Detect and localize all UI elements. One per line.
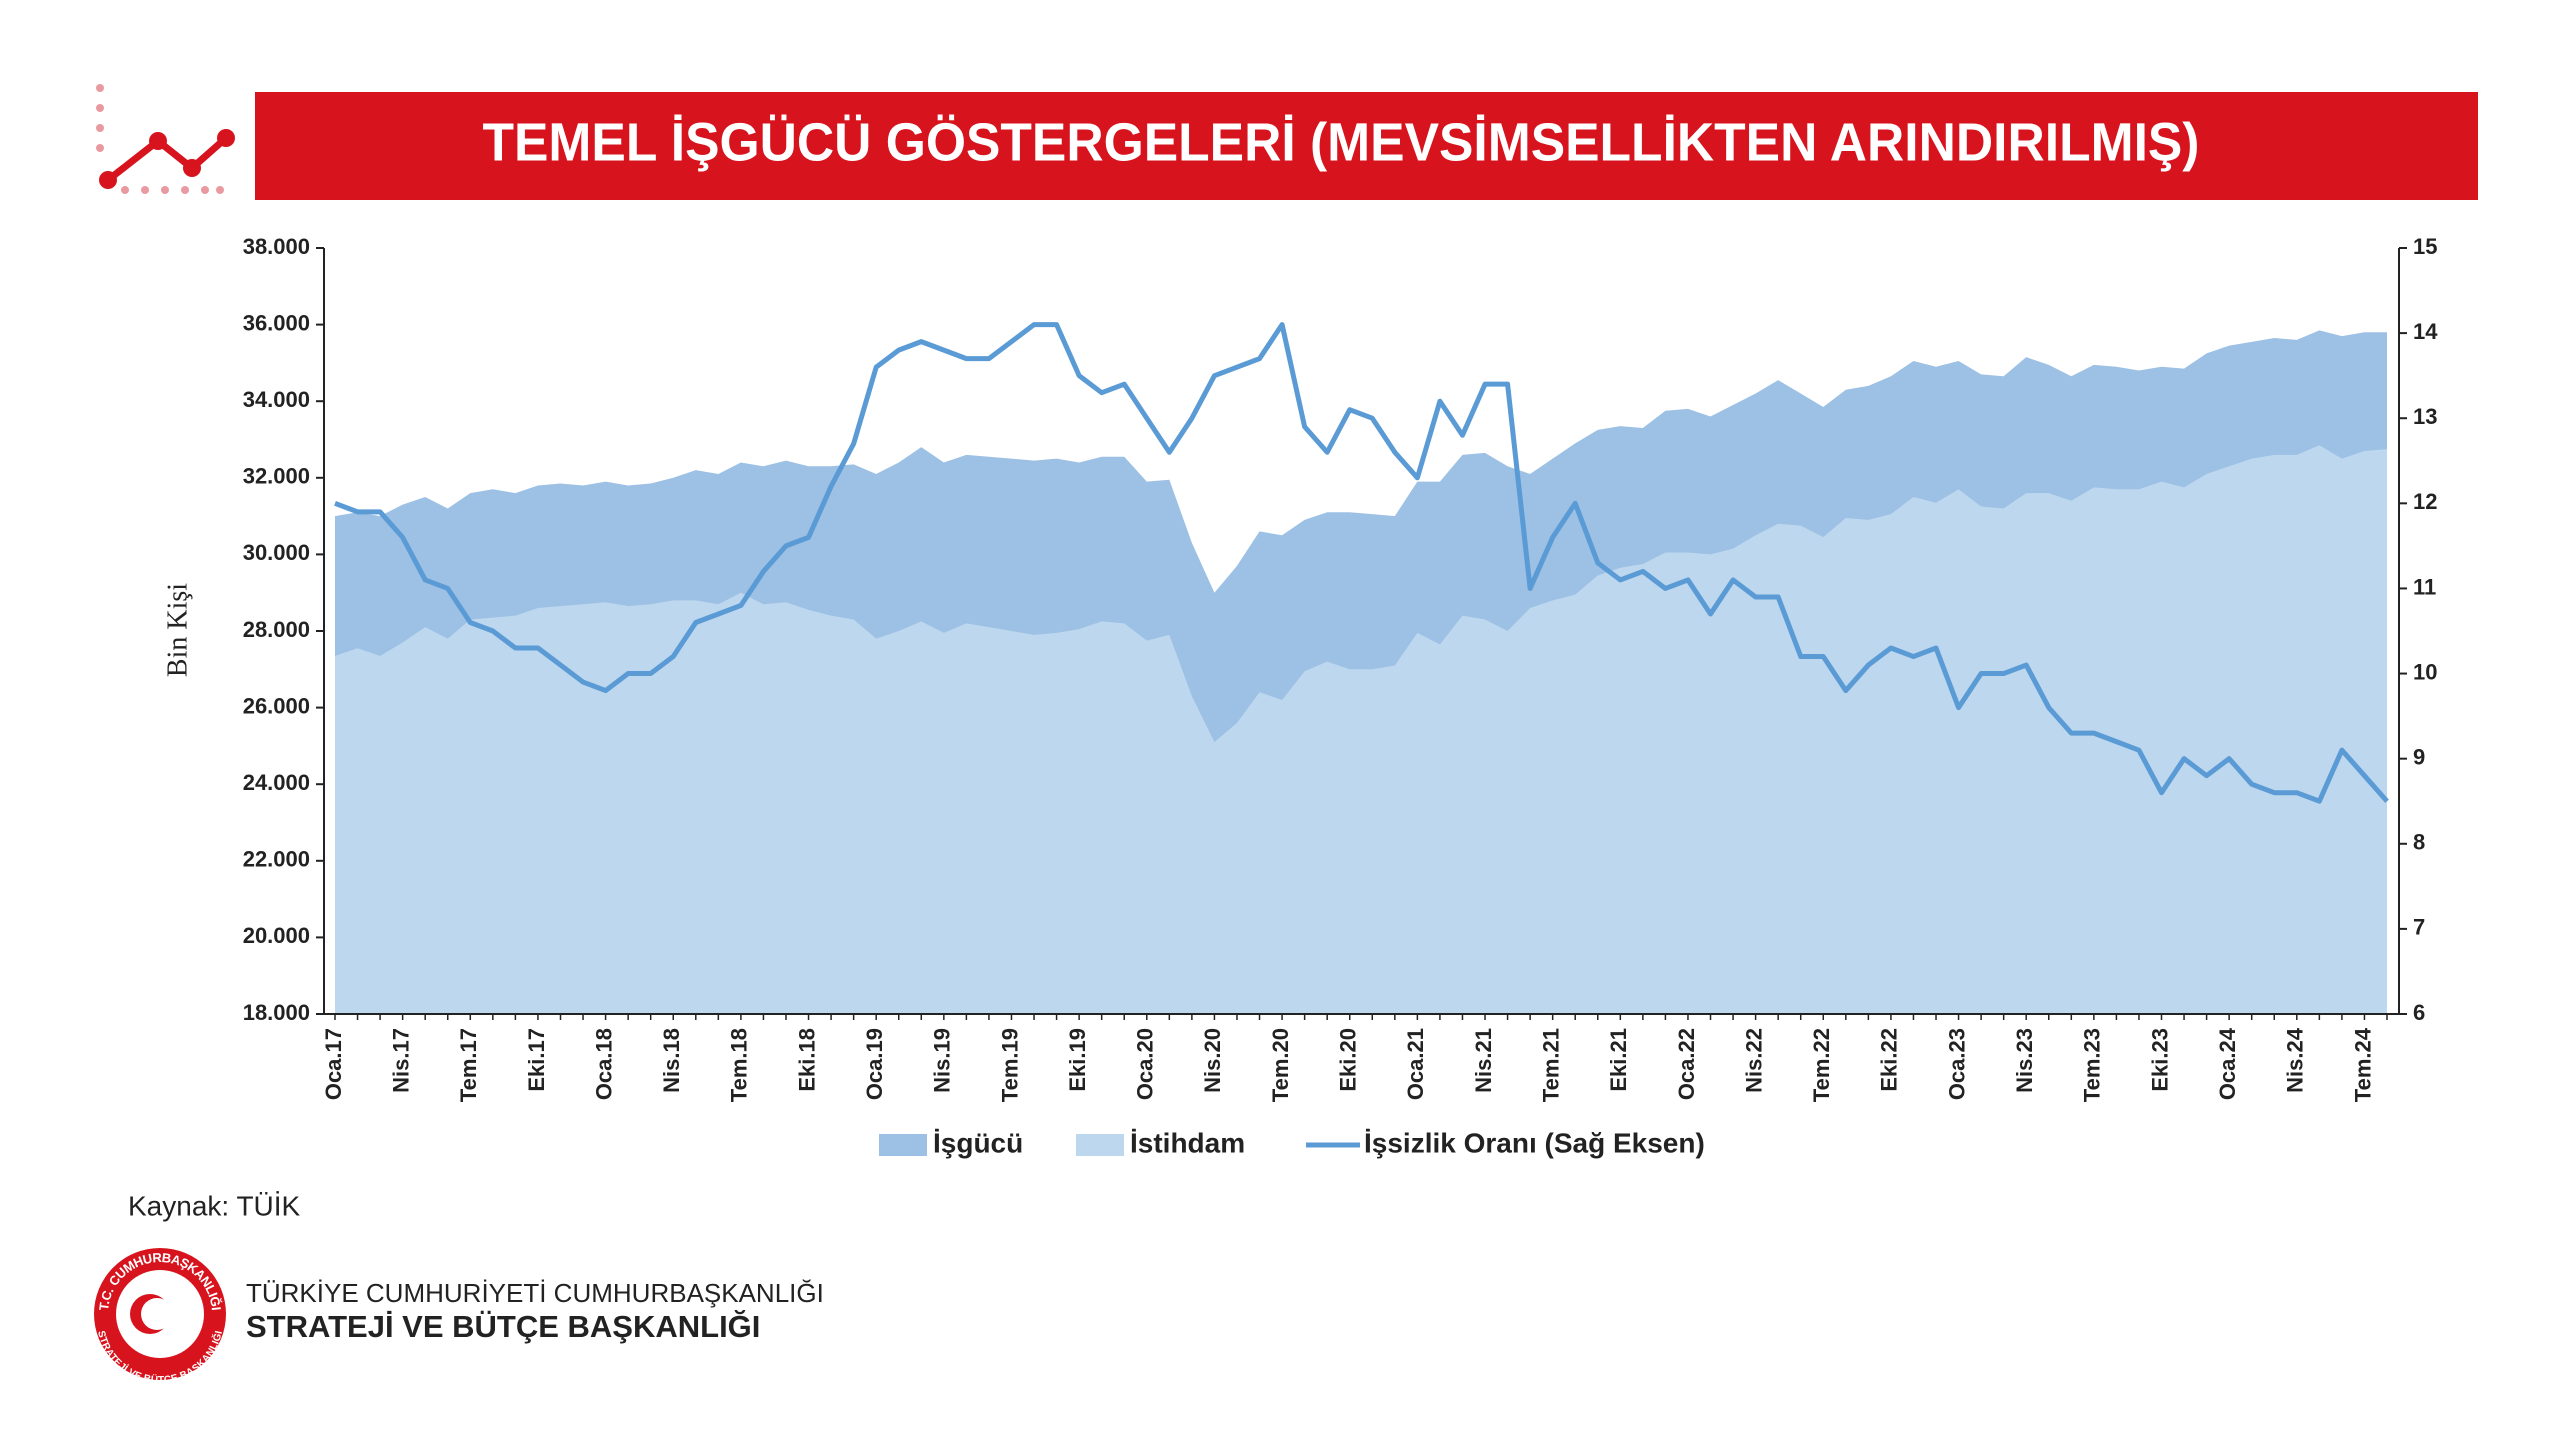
y2-tick-label: 8	[2413, 830, 2425, 855]
x-tick-label: Oca.20	[1133, 1028, 1158, 1100]
header-icon	[96, 84, 235, 194]
x-tick-label: Oca.19	[862, 1028, 887, 1100]
footer-line2: STRATEJİ VE BÜTÇE BAŞKANLIĞI	[246, 1309, 760, 1344]
y2-tick-label: 15	[2413, 234, 2437, 259]
x-tick-label: Eki.22	[1877, 1028, 1902, 1092]
x-tick-label: Tem.17	[456, 1028, 481, 1102]
x-tick-label: Oca.18	[591, 1028, 616, 1100]
legend-label: İşsizlik Oranı (Sağ Eksen)	[1364, 1127, 1705, 1158]
x-tick-label: Oca.24	[2215, 1027, 2240, 1100]
x-tick-label: Tem.22	[1809, 1028, 1834, 1102]
x-tick-label: Eki.17	[524, 1028, 549, 1092]
x-tick-label: Nis.23	[2012, 1028, 2037, 1093]
y-tick-label: 26.000	[243, 693, 310, 718]
x-tick-label: Oca.17	[321, 1028, 346, 1100]
y2-tick-label: 12	[2413, 489, 2437, 514]
x-tick-label: Nis.18	[659, 1028, 684, 1093]
area	[335, 445, 2387, 1014]
source-note: Kaynak: TÜİK	[128, 1190, 301, 1221]
y-axis-label: Bin Kişi	[162, 583, 193, 677]
x-tick-label: Nis.19	[930, 1028, 955, 1093]
y-tick-label: 28.000	[243, 617, 310, 642]
x-tick-label: Tem.19	[997, 1028, 1022, 1102]
footer-line1: TÜRKİYE CUMHURİYETİ CUMHURBAŞKANLIĞI	[246, 1278, 824, 1308]
y2-tick-label: 7	[2413, 915, 2425, 940]
chart-title: TEMEL İŞGÜCÜ GÖSTERGELERİ (MEVSİMSELLİKT…	[483, 112, 2200, 172]
x-tick-label: Eki.23	[2147, 1028, 2172, 1092]
y-tick-label: 18.000	[243, 1000, 310, 1025]
y-tick-label: 22.000	[243, 847, 310, 872]
x-tick-label: Tem.18	[727, 1028, 752, 1102]
y2-tick-label: 6	[2413, 1000, 2425, 1025]
y-tick-label: 38.000	[243, 234, 310, 259]
x-tick-label: Eki.20	[1336, 1028, 1361, 1092]
y2-tick-label: 10	[2413, 659, 2437, 684]
y-tick-label: 20.000	[243, 923, 310, 948]
legend-label: İstihdam	[1130, 1127, 1245, 1158]
legend-swatch	[879, 1134, 927, 1156]
x-tick-label: Eki.21	[1606, 1028, 1631, 1092]
logo: T.C. CUMHURBAŞKANLIĞI STRATEJİ VE BÜTÇE …	[94, 1248, 226, 1386]
x-tick-label: Oca.21	[1403, 1028, 1428, 1100]
x-tick-label: Oca.23	[1944, 1028, 1969, 1100]
x-tick-label: Nis.21	[1471, 1028, 1496, 1093]
x-tick-label: Nis.24	[2283, 1027, 2308, 1093]
x-tick-label: Eki.19	[1065, 1028, 1090, 1092]
title-banner	[255, 92, 2478, 200]
y-tick-label: 34.000	[243, 387, 310, 412]
y2-tick-label: 14	[2413, 319, 2438, 344]
y-tick-label: 24.000	[243, 770, 310, 795]
x-tick-label: Oca.22	[1674, 1028, 1699, 1100]
x-tick-label: Eki.18	[794, 1028, 819, 1092]
x-tick-label: Tem.24	[2350, 1027, 2375, 1102]
legend-swatch	[1076, 1134, 1124, 1156]
y2-tick-label: 9	[2413, 744, 2425, 769]
y-tick-label: 36.000	[243, 310, 310, 335]
x-tick-label: Nis.20	[1200, 1028, 1225, 1093]
y-tick-label: 30.000	[243, 540, 310, 565]
x-tick-label: Tem.20	[1268, 1028, 1293, 1102]
x-tick-label: Tem.21	[1538, 1028, 1563, 1102]
legend-label: İşgücü	[933, 1127, 1023, 1158]
x-tick-label: Tem.23	[2080, 1028, 2105, 1102]
line	[334, 322, 2389, 804]
x-tick-label: Nis.17	[388, 1028, 413, 1093]
x-tick-label: Nis.22	[1741, 1028, 1766, 1093]
y2-tick-label: 11	[2413, 574, 2436, 599]
y2-tick-label: 13	[2413, 404, 2437, 429]
y-tick-label: 32.000	[243, 464, 310, 489]
